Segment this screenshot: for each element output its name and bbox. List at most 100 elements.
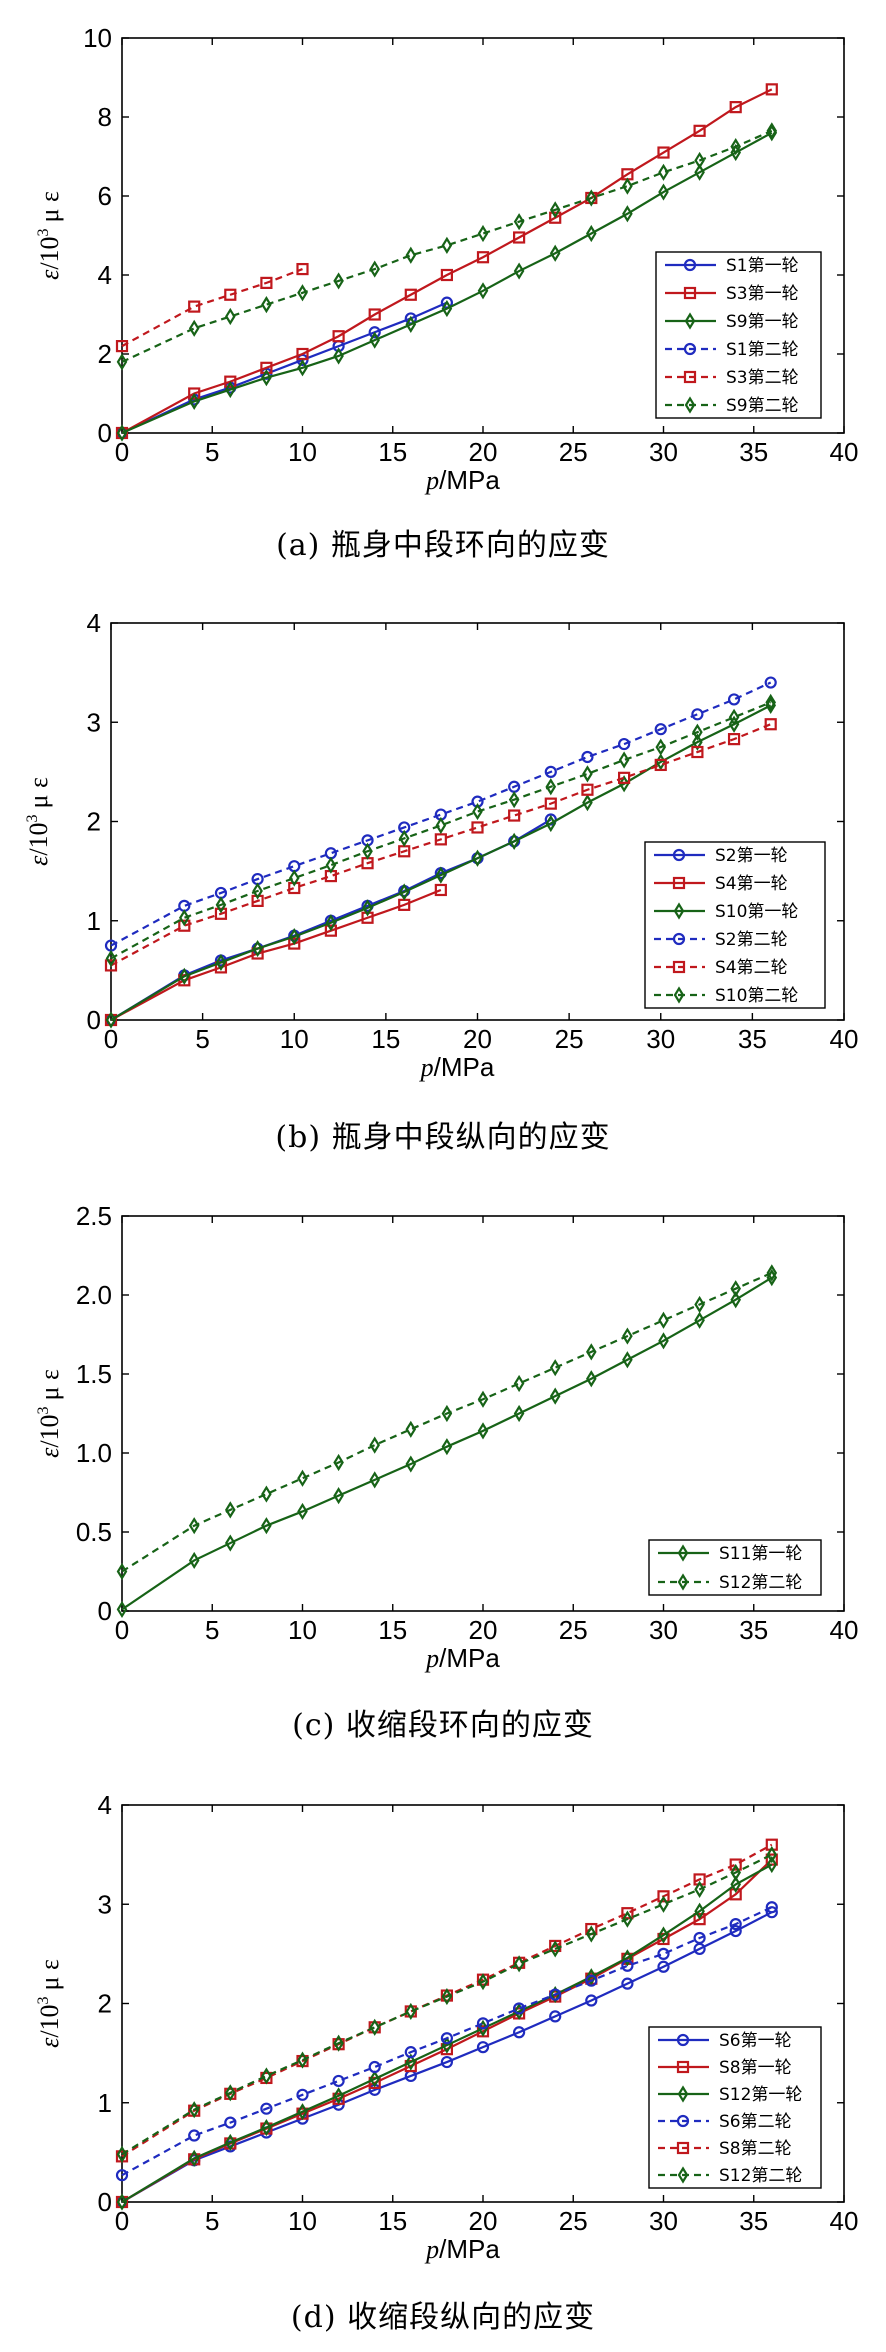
x-tick-label: 0	[104, 1024, 118, 1054]
x-tick-label: 0	[115, 437, 129, 467]
data-point	[477, 224, 489, 243]
data-point	[288, 869, 300, 887]
data-point	[766, 1846, 778, 1864]
chart-a: 0 5 10 15 20 25 30 35 40 0 2 4 6 8 10 p/MPa ε/103 μ ε S1第一…	[35, 23, 858, 495]
y-tick-label: 0	[98, 1596, 112, 1626]
legend-swatch-marker	[677, 1573, 689, 1591]
y-axis-label-symbol: ε	[35, 269, 64, 280]
data-point	[261, 2067, 272, 2085]
data-point	[765, 1906, 778, 1919]
data-point	[622, 1351, 633, 1369]
y-axis-label: ε/103 μ ε	[35, 191, 64, 280]
data-point	[333, 2087, 344, 2105]
series-line	[110, 681, 772, 947]
y-axis-label-tail: μ ε	[35, 1369, 64, 1400]
x-axis-label-italic: p	[424, 2235, 439, 2264]
series-line	[110, 818, 552, 1021]
data-point	[188, 300, 201, 313]
data-point	[654, 723, 667, 736]
data-point	[477, 1973, 489, 1991]
data-point	[693, 1913, 706, 1926]
x-tick-label: 10	[288, 1615, 317, 1645]
data-point	[476, 2041, 490, 2054]
data-point	[296, 347, 309, 361]
data-point	[622, 1910, 633, 1928]
x-tick-label: 25	[559, 437, 588, 467]
data-point	[405, 246, 417, 264]
data-point	[369, 2018, 380, 2036]
y-tick-label: 0	[98, 418, 112, 448]
legend-swatch-marker	[684, 396, 696, 414]
x-tick-label: 15	[378, 2206, 407, 2236]
y-axis-label: ε/103 μ ε	[35, 1369, 64, 1458]
chart-panel-d: 0 5 10 15 20 25 30 35 40 0 1 2 3 4 p/MPa ε/103μ ε S6第一轮 S…	[0, 1770, 886, 2352]
y-axis-label-exponent: 3	[35, 1406, 52, 1414]
legend: S11第一轮 S12第二轮	[648, 1539, 822, 1596]
data-point	[332, 2074, 345, 2088]
data-point	[435, 816, 447, 835]
y-tick-label: 1.5	[76, 1359, 112, 1389]
legend: S6第一轮 S8第一轮 S12第一轮 S6第二轮 S8第二轮 S12第二轮	[648, 2026, 822, 2189]
data-point	[398, 829, 410, 847]
y-axis-label-exponent: 3	[24, 814, 41, 822]
data-point	[369, 2070, 380, 2088]
data-point	[297, 1502, 308, 1521]
x-tick-label: 40	[830, 1024, 859, 1054]
data-point	[728, 708, 740, 726]
y-tick-label: 3	[98, 1889, 112, 1919]
series-S12第一轮	[116, 1855, 778, 2211]
data-point	[727, 693, 741, 706]
data-point	[404, 288, 417, 301]
data-point	[116, 1562, 128, 1581]
data-point	[586, 1370, 597, 1388]
legend-swatch-marker	[676, 2114, 690, 2128]
x-axis-label-unit: /MPa	[439, 2234, 500, 2264]
data-point	[729, 101, 742, 114]
series-line	[110, 723, 772, 967]
legend-swatch-marker	[673, 902, 685, 920]
y-axis-label-symbol: ε	[35, 1447, 64, 1458]
y-tick-label: 10	[83, 23, 112, 53]
data-point	[658, 1311, 669, 1329]
data-point	[368, 326, 381, 339]
x-tick-label: 25	[559, 1615, 588, 1645]
series-line	[121, 301, 448, 434]
data-point	[513, 1374, 525, 1393]
x-tick-label: 35	[739, 2206, 768, 2236]
legend-swatch-marker	[672, 932, 686, 946]
data-point	[188, 392, 200, 410]
data-point	[435, 866, 447, 884]
data-point	[729, 1924, 742, 1938]
series-S6第二轮	[115, 1901, 778, 2182]
data-point	[477, 1422, 489, 1440]
y-tick-label: 2	[98, 1989, 112, 2019]
data-point	[369, 1471, 380, 1489]
data-point	[296, 2088, 309, 2101]
legend-label: S12第一轮	[719, 2085, 802, 2105]
y-axis-label-tail: μ ε	[24, 777, 53, 808]
data-point	[622, 205, 633, 223]
data-point	[730, 138, 741, 156]
legend-label: S1第一轮	[726, 256, 799, 276]
y-axis-label-tail: μ ε	[35, 1959, 64, 1990]
data-point	[654, 758, 667, 772]
data-point	[214, 907, 228, 920]
data-point	[297, 359, 308, 377]
data-point	[765, 1901, 778, 1914]
x-tick-label: 30	[649, 1615, 678, 1645]
data-point	[441, 299, 453, 318]
data-point	[691, 708, 704, 721]
data-point	[441, 1404, 453, 1423]
data-point	[252, 939, 263, 958]
data-point	[618, 751, 630, 769]
x-axis-label-unit: /MPa	[439, 1643, 500, 1673]
legend-box	[644, 841, 826, 1009]
data-point	[692, 723, 703, 741]
data-point	[362, 899, 373, 917]
data-point	[225, 1501, 236, 1519]
y-axis-label-exponent: 3	[35, 1996, 52, 2004]
x-axis-label-unit: /MPa	[439, 465, 500, 495]
y-axis-label-unit: /10	[35, 2004, 64, 2037]
